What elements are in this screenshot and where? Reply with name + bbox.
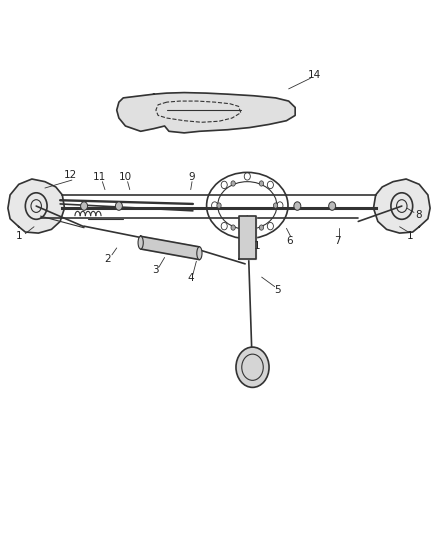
Polygon shape [239,216,256,259]
Text: 11: 11 [93,172,106,182]
Text: 10: 10 [119,172,132,182]
Circle shape [273,203,278,208]
Text: 5: 5 [275,285,281,295]
Polygon shape [141,236,199,260]
Text: 7: 7 [334,236,341,246]
Text: 2: 2 [105,254,111,263]
Ellipse shape [197,247,202,260]
Text: 1: 1 [254,241,261,252]
Circle shape [236,347,269,387]
Text: 9: 9 [189,172,195,182]
Circle shape [259,181,264,186]
Circle shape [81,202,88,211]
Text: 8: 8 [415,209,422,220]
Text: 14: 14 [308,70,321,79]
Circle shape [116,202,122,211]
Text: 3: 3 [152,265,159,275]
Circle shape [231,225,235,230]
Circle shape [294,202,301,211]
Circle shape [217,203,221,208]
Circle shape [328,202,336,211]
Circle shape [231,181,235,186]
Text: 1: 1 [15,231,22,241]
Polygon shape [8,179,64,233]
Text: 4: 4 [187,273,194,283]
Text: 6: 6 [286,236,293,246]
Ellipse shape [138,236,143,249]
Text: 1: 1 [406,231,413,241]
Polygon shape [374,179,430,233]
Circle shape [259,225,264,230]
Polygon shape [117,93,295,133]
Text: 12: 12 [64,171,77,180]
